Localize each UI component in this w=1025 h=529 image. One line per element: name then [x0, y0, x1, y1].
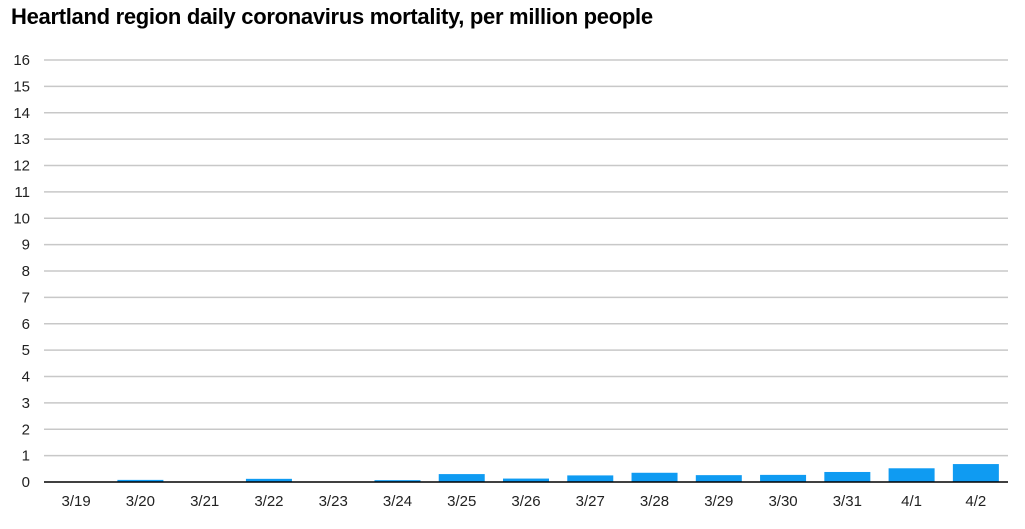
- bars: [117, 464, 999, 482]
- x-tick-label: 3/24: [383, 493, 412, 510]
- bar-4-1: [888, 468, 935, 482]
- bar-3-30: [760, 474, 807, 482]
- bar-3-31: [824, 471, 871, 482]
- y-tick-label: 7: [22, 289, 30, 306]
- y-tick-label: 4: [22, 369, 30, 386]
- y-tick-label: 0: [22, 474, 30, 491]
- bar-3-26: [503, 478, 549, 482]
- y-tick-label: 2: [22, 421, 30, 438]
- y-tick-label: 5: [22, 342, 30, 359]
- bar-3-20: [117, 479, 164, 482]
- bar-3-22: [245, 478, 292, 482]
- x-tick-label: 4/2: [965, 493, 986, 510]
- y-tick-label: 14: [13, 105, 30, 122]
- x-tick-label: 4/1: [901, 493, 922, 510]
- chart-title: Heartland region daily coronavirus morta…: [11, 4, 653, 29]
- y-tick-label: 3: [22, 395, 30, 412]
- y-tick-label: 9: [22, 237, 30, 254]
- bar-3-24: [374, 480, 421, 482]
- gridlines: [44, 59, 1008, 457]
- y-tick-label: 11: [14, 184, 30, 201]
- y-tick-label: 6: [22, 316, 30, 333]
- y-tick-label: 13: [13, 131, 30, 148]
- x-tick-label: 3/21: [190, 493, 219, 510]
- x-tick-label: 3/26: [511, 493, 540, 510]
- x-tick-label: 3/27: [576, 493, 605, 510]
- x-axis-tick-labels: 3/19 3/20 3/21 3/22 3/23 3/24 3/25 3/26 3/27 3/28…: [62, 493, 987, 510]
- bar-3-25: [438, 474, 485, 482]
- x-tick-label: 3/25: [447, 493, 476, 510]
- x-tick-label: 3/28: [640, 493, 669, 510]
- y-tick-label: 1: [22, 448, 30, 465]
- y-tick-label: 16: [13, 52, 30, 69]
- x-tick-label: 3/30: [768, 493, 797, 510]
- x-tick-label: 3/31: [833, 493, 862, 510]
- x-tick-label: 3/29: [704, 493, 733, 510]
- y-tick-label: 15: [13, 78, 30, 95]
- bar-3-27: [567, 475, 614, 482]
- bar-3-29: [695, 475, 742, 482]
- y-tick-label: 12: [13, 158, 30, 175]
- x-tick-label: 3/20: [126, 493, 155, 510]
- bar-4-2: [952, 464, 999, 482]
- x-tick-label: 3/19: [62, 493, 91, 510]
- bar-3-28: [631, 472, 678, 482]
- x-tick-label: 3/22: [254, 493, 283, 510]
- y-tick-label: 10: [13, 210, 30, 227]
- y-tick-label: 8: [22, 263, 30, 280]
- x-tick-label: 3/23: [319, 493, 348, 510]
